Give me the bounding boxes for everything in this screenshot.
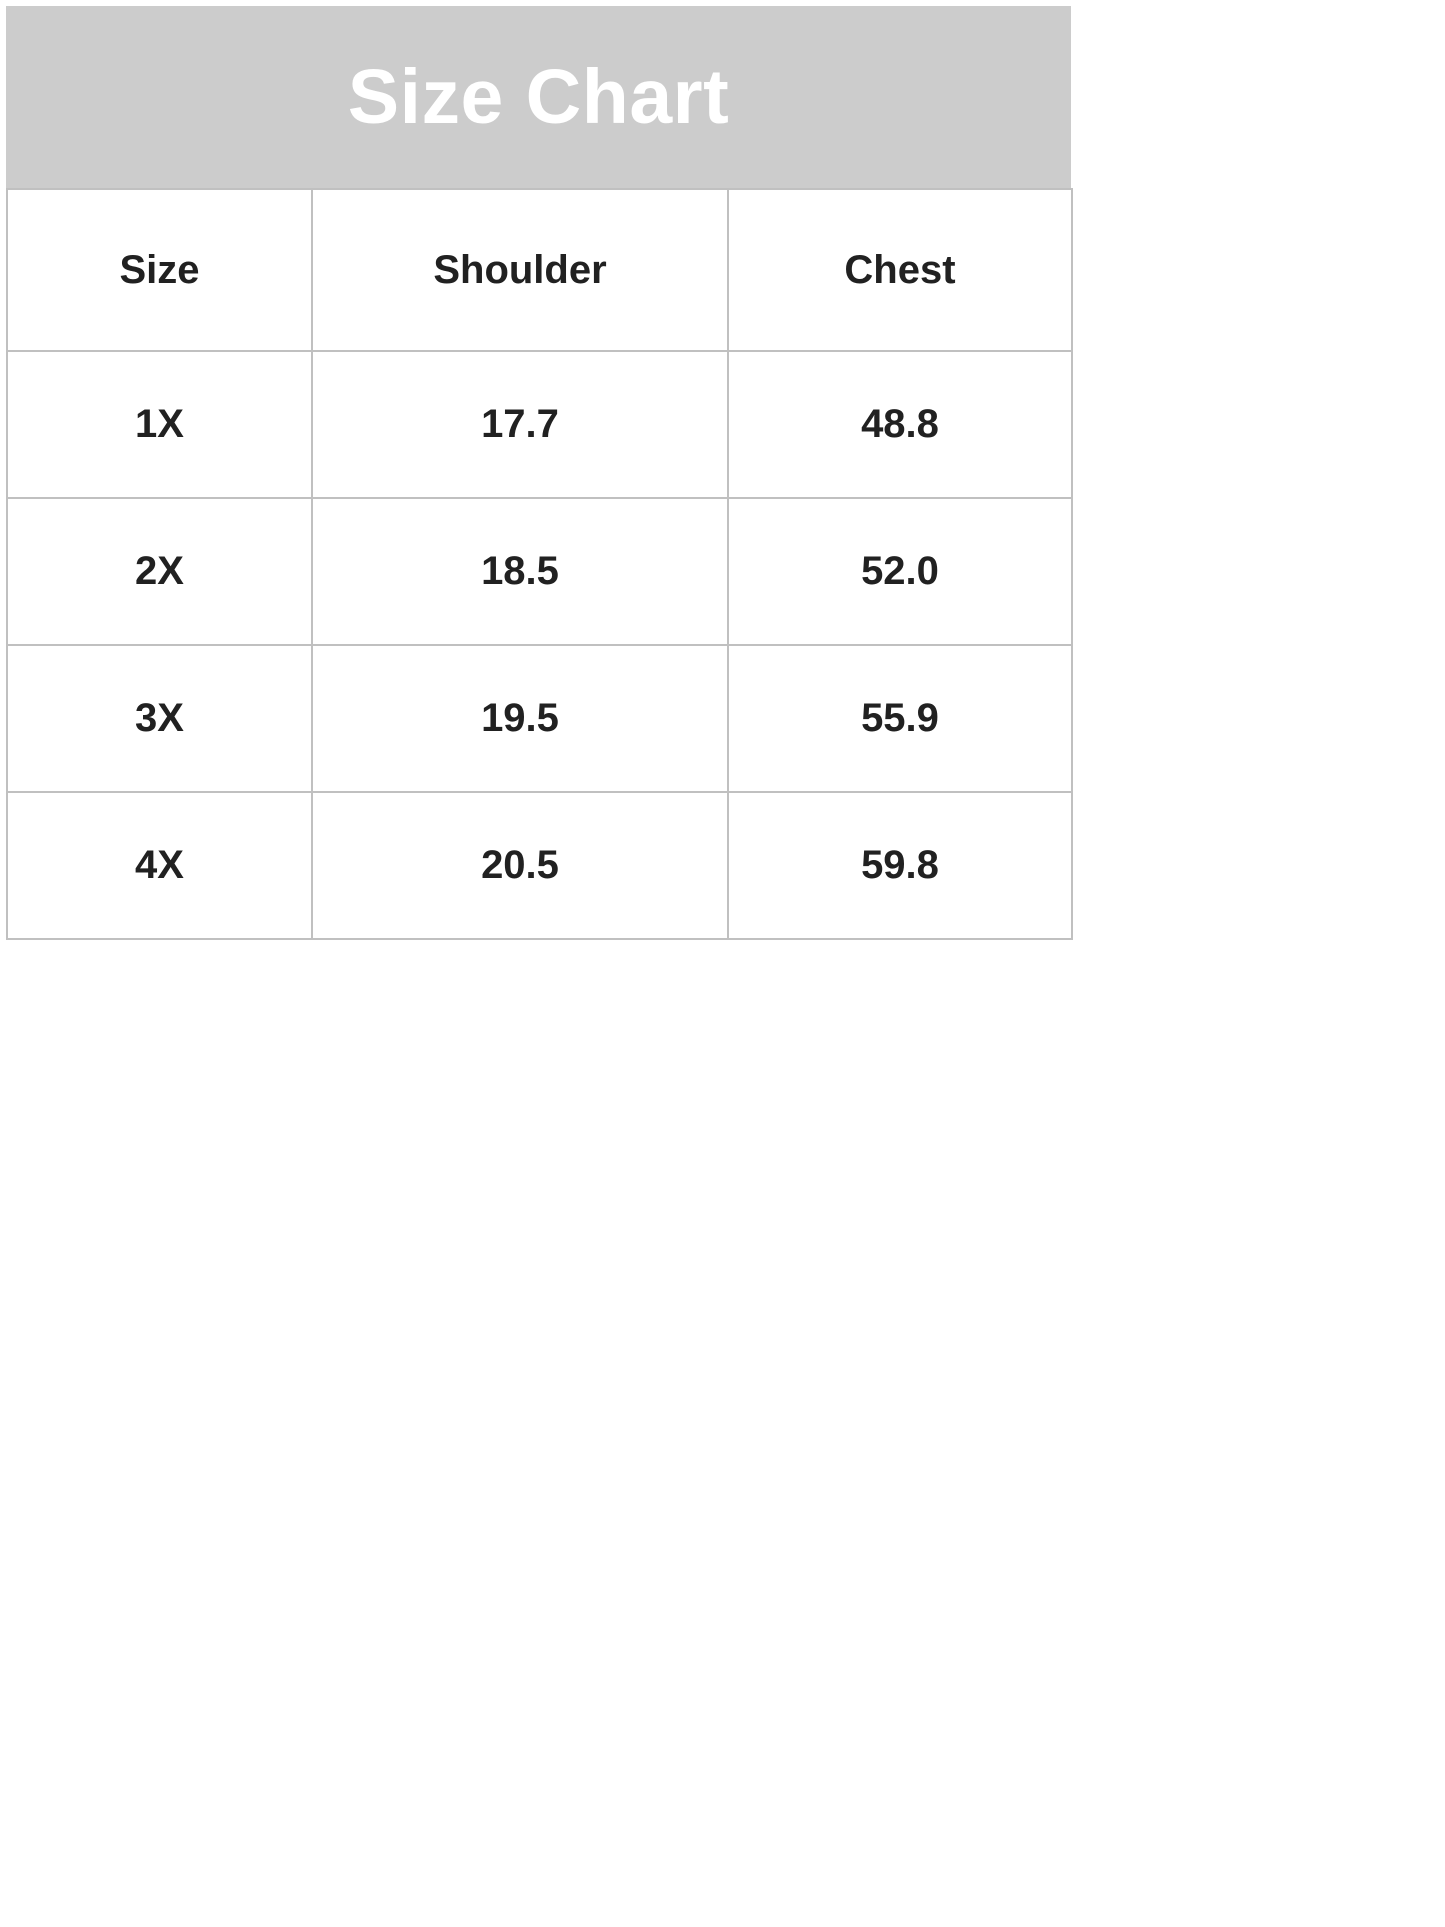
cell-size: 2X: [6, 497, 313, 646]
cell-chest: 55.9: [727, 644, 1073, 793]
table-row: 1X 17.7 48.8: [6, 350, 1073, 499]
column-header-chest: Chest: [727, 188, 1073, 352]
table-head: Size Shoulder Chest: [6, 188, 1073, 352]
table-row: 3X 19.5 55.9: [6, 644, 1073, 793]
cell-shoulder: 17.7: [311, 350, 729, 499]
size-chart-header: Size Chart: [6, 6, 1071, 188]
cell-chest: 48.8: [727, 350, 1073, 499]
cell-shoulder: 20.5: [311, 791, 729, 940]
size-chart-table: Size Shoulder Chest 1X 17.7 48.8 2X 18.5…: [6, 188, 1073, 940]
column-header-shoulder: Shoulder: [311, 188, 729, 352]
cell-chest: 52.0: [727, 497, 1073, 646]
table-row: 2X 18.5 52.0: [6, 497, 1073, 646]
cell-size: 1X: [6, 350, 313, 499]
table-header-row: Size Shoulder Chest: [6, 188, 1073, 352]
cell-shoulder: 18.5: [311, 497, 729, 646]
cell-chest: 59.8: [727, 791, 1073, 940]
page-title: Size Chart: [347, 53, 730, 140]
column-header-size: Size: [6, 188, 313, 352]
cell-shoulder: 19.5: [311, 644, 729, 793]
cell-size: 3X: [6, 644, 313, 793]
table-row: 4X 20.5 59.8: [6, 791, 1073, 940]
table-body: 1X 17.7 48.8 2X 18.5 52.0 3X 19.5 55.9 4…: [6, 350, 1073, 940]
size-chart-card: Size Chart Size Shoulder Chest 1X 17.7 4: [6, 6, 1073, 940]
cell-size: 4X: [6, 791, 313, 940]
